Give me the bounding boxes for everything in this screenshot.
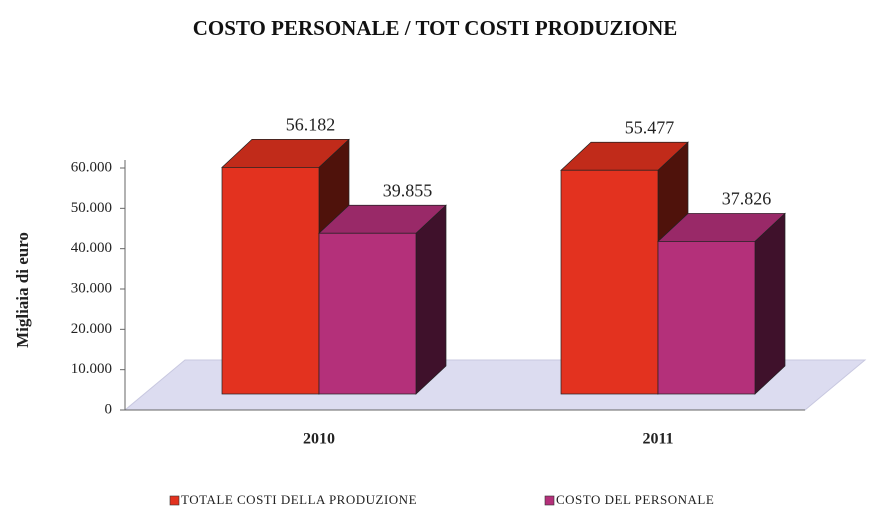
y-tick-label: 0 (105, 401, 113, 417)
bar (657, 212, 786, 395)
x-tick-label: 2010 (303, 431, 335, 448)
y-tick-label: 10.000 (71, 361, 112, 377)
chart-title: COSTO PERSONALE / TOT COSTI PRODUZIONE (193, 16, 678, 40)
bar-face (318, 232, 417, 395)
legend-swatch (544, 495, 555, 506)
value-label: 39.855 (383, 180, 433, 200)
value-label: 55.477 (625, 117, 675, 137)
bar-face (754, 212, 786, 395)
legend-swatch (169, 495, 180, 506)
y-tick-label: 60.000 (71, 159, 112, 175)
bar-face (560, 169, 659, 395)
legend-label: TOTALE COSTI DELLA PRODUZIONE (181, 492, 417, 507)
bar-face (221, 167, 320, 395)
y-tick-label: 30.000 (71, 280, 112, 296)
y-tick-label: 40.000 (71, 240, 112, 256)
y-tick-label: 50.000 (71, 200, 112, 216)
x-tick-label: 2011 (642, 431, 673, 448)
bar-face (415, 204, 447, 395)
value-label: 37.826 (722, 189, 772, 209)
y-tick-label: 20.000 (71, 321, 112, 337)
bar-face (657, 241, 756, 395)
value-label: 56.182 (286, 115, 336, 135)
bar (318, 204, 447, 395)
y-axis-label: Migliaia di euro (13, 232, 32, 348)
legend-label: COSTO DEL PERSONALE (556, 492, 714, 507)
